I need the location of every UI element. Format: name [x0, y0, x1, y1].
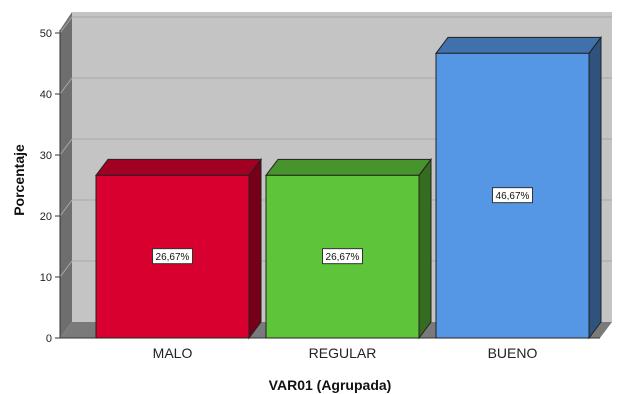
y-tick-label: 0 [46, 333, 52, 345]
y-tick-label: 20 [40, 211, 52, 223]
bar-top-face [435, 36, 602, 54]
bar-bueno: 46,67% [435, 35, 602, 340]
bar-top-face [265, 158, 432, 176]
x-tick-label: BUENO [488, 345, 538, 361]
data-label-box [322, 248, 363, 265]
y-tick-label: 30 [40, 150, 52, 162]
x-tick-labels: MALO REGULAR BUENO [153, 345, 538, 361]
data-label: 26,67% [152, 248, 193, 265]
data-label-text: 26,67% [326, 252, 360, 263]
data-label: 26,67% [322, 248, 363, 265]
data-label-box [152, 248, 193, 265]
x-tick-label: MALO [153, 345, 193, 361]
x-axis-title: VAR01 (Agrupada) [269, 377, 392, 393]
bars: 26,67% 26,67% 46,67% [95, 35, 602, 340]
bar-side-face [418, 157, 432, 340]
gridlines [59, 16, 612, 278]
y-tick-label: 50 [40, 28, 52, 40]
data-label: 46,67% [492, 187, 533, 204]
bar-regular: 26,67% [265, 157, 432, 340]
data-label-text: 26,67% [156, 252, 190, 263]
x-tick-label: REGULAR [309, 345, 377, 361]
y-axis-title: Porcentaje [11, 144, 27, 216]
gridline [59, 260, 612, 278]
plot-side-wall [60, 12, 72, 338]
y-tick-label: 40 [40, 89, 52, 101]
bar-side-face [248, 157, 262, 340]
data-label-box [492, 187, 533, 204]
bar-malo: 26,67% [95, 157, 262, 340]
gridline [59, 199, 612, 217]
bar-side-face [588, 35, 602, 340]
gridline [59, 138, 612, 156]
bar-top-face [95, 158, 262, 176]
gridline [59, 77, 612, 95]
y-tick-label: 10 [40, 272, 52, 284]
gridline [59, 16, 612, 34]
data-label-text: 46,67% [496, 191, 530, 202]
